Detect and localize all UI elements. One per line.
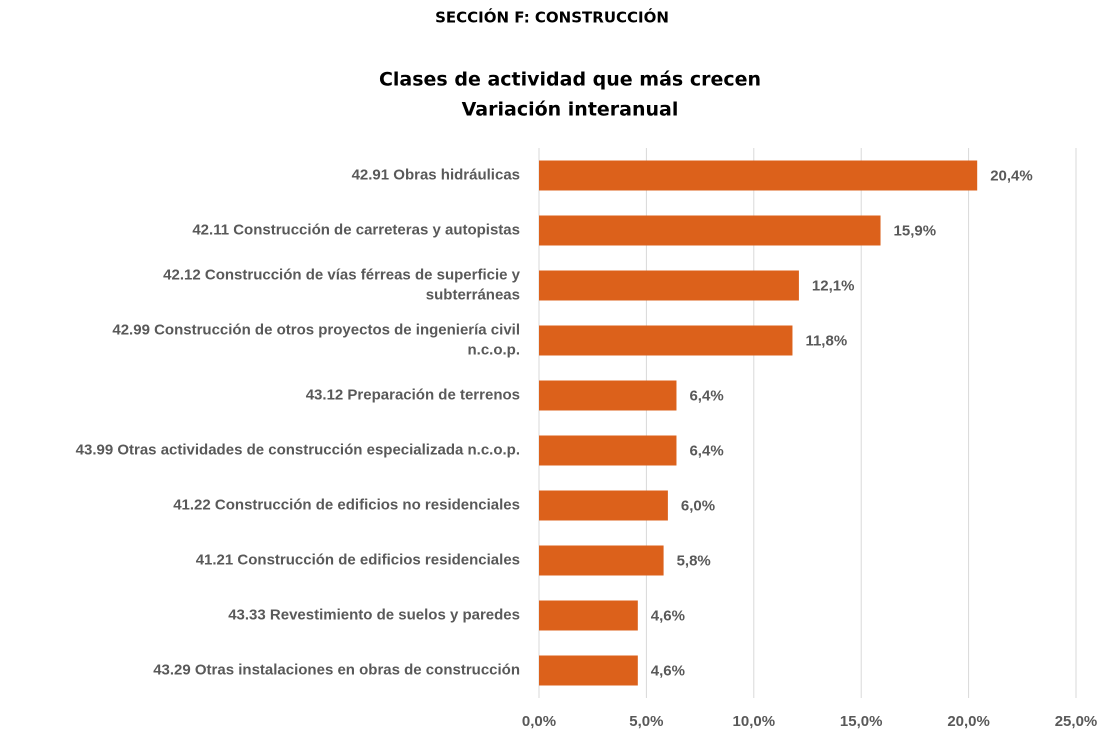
data-label: 20,4% <box>990 167 1033 184</box>
bar <box>539 490 668 521</box>
data-label: 6,4% <box>689 387 723 404</box>
bar <box>539 380 677 411</box>
data-label: 15,9% <box>894 222 937 239</box>
x-tick-label: 5,0% <box>629 713 663 730</box>
y-tick-label: 42.12 Construcción de vías férreas de su… <box>163 266 520 303</box>
data-label: 11,8% <box>805 332 847 349</box>
data-label: 4,6% <box>651 662 685 679</box>
x-tick-label: 0,0% <box>522 713 556 730</box>
bar <box>539 545 664 576</box>
bar <box>539 435 677 466</box>
x-tick-label: 25,0% <box>1055 713 1098 730</box>
bar <box>539 215 881 246</box>
bar <box>539 600 638 631</box>
x-tick-label: 20,0% <box>947 713 990 730</box>
data-label: 6,4% <box>689 442 723 459</box>
y-tick-label: 41.21 Construcción de edificios residenc… <box>196 551 520 568</box>
y-tick-label: 42.11 Construcción de carreteras y autop… <box>192 221 520 238</box>
y-tick-label-line: 42.12 Construcción de vías férreas de su… <box>163 266 520 283</box>
y-tick-label: 43.12 Preparación de terrenos <box>306 386 520 403</box>
data-label: 12,1% <box>812 277 855 294</box>
bar <box>539 160 978 191</box>
bar <box>539 655 638 686</box>
y-tick-label: 43.99 Otras actividades de construcción … <box>76 441 520 458</box>
y-tick-label-line: subterráneas <box>426 286 520 303</box>
bar <box>539 325 793 356</box>
x-tick-label: 10,0% <box>733 713 776 730</box>
y-tick-label: 42.99 Construcción de otros proyectos de… <box>112 321 520 358</box>
x-tick-label: 15,0% <box>840 713 883 730</box>
y-tick-label-line: n.c.o.p. <box>468 341 521 358</box>
bar <box>539 270 799 301</box>
y-tick-label: 43.29 Otras instalaciones en obras de co… <box>153 661 520 678</box>
data-label: 6,0% <box>681 497 715 514</box>
chart-title: Clases de actividad que más crecen <box>379 69 761 91</box>
y-tick-label-line: 42.99 Construcción de otros proyectos de… <box>112 321 520 338</box>
chart-subtitle: Variación interanual <box>462 99 679 121</box>
chart-header: SECCIÓN F: CONSTRUCCIÓN <box>435 8 669 27</box>
y-tick-label: 43.33 Revestimiento de suelos y paredes <box>228 606 520 623</box>
data-label: 5,8% <box>677 552 711 569</box>
y-tick-label: 41.22 Construcción de edificios no resid… <box>173 496 520 513</box>
y-tick-label: 42.91 Obras hidráulicas <box>352 166 520 183</box>
data-label: 4,6% <box>651 607 685 624</box>
